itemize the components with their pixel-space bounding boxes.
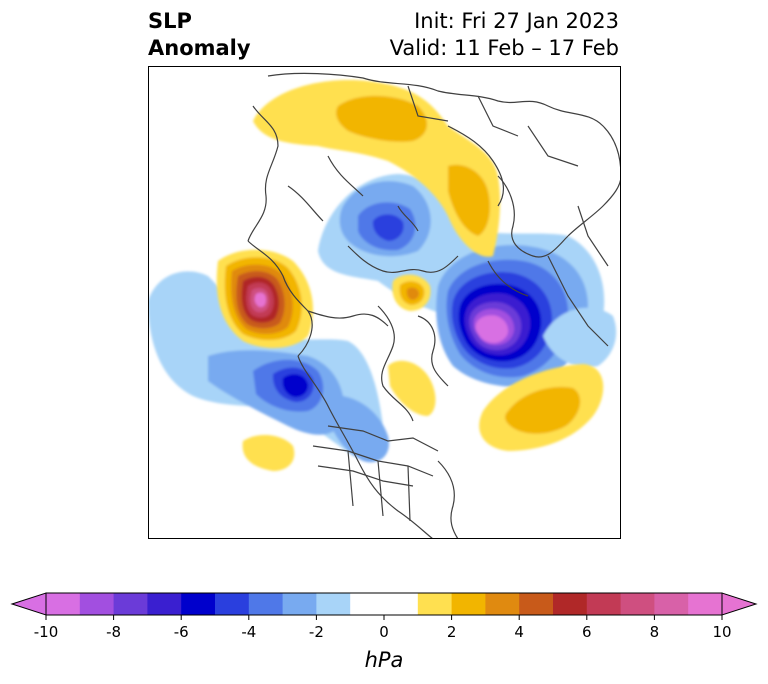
colorbar-tick-label: 4: [514, 623, 524, 641]
map-title: SLP Anomaly: [148, 8, 251, 62]
colorbar-swatch: [654, 593, 689, 615]
colorbar-tick-label: -4: [241, 623, 256, 641]
slp-anomaly-map: [148, 66, 621, 539]
coastlines-layer: [247, 72, 621, 539]
colorbar-tick-label: 2: [447, 623, 457, 641]
colorbar-swatch: [384, 593, 419, 615]
colorbar-swatch: [519, 593, 554, 615]
colorbar-tick-label: -2: [309, 623, 324, 641]
colorbar-swatch: [113, 593, 148, 615]
negative-anomaly-field: [148, 174, 617, 463]
map-frame: [148, 66, 621, 539]
colorbar-swatch: [586, 593, 621, 615]
init-date: Init: Fri 27 Jan 2023: [414, 9, 619, 33]
colorbar-swatch: [688, 593, 723, 615]
title-line-2: Anomaly: [148, 36, 251, 60]
forecast-dates: Init: Fri 27 Jan 2023 Valid: 11 Feb – 17…: [390, 8, 619, 62]
colorbar-unit-label: hPa: [365, 648, 404, 672]
valid-range: Valid: 11 Feb – 17 Feb: [389, 36, 619, 60]
colorbar-swatch: [417, 593, 452, 615]
colorbar-extend-low: [10, 592, 47, 616]
colorbar-swatch: [316, 593, 351, 615]
anomaly-fill-layer: [148, 66, 621, 539]
colorbar-swatches: [10, 592, 758, 616]
colorbar-swatch: [451, 593, 486, 615]
colorbar-tick-label: 6: [582, 623, 592, 641]
colorbar-swatch: [147, 593, 182, 615]
positive-anomaly-field: [216, 80, 604, 471]
colorbar-swatch: [215, 593, 250, 615]
colorbar-tick-label: 0: [379, 623, 389, 641]
colorbar-swatch: [79, 593, 114, 615]
colorbar: -10 -8 -6 -4 -2 0 2 4 6 8 10 hPa: [10, 592, 758, 672]
colorbar-swatch: [46, 593, 81, 615]
colorbar-swatch: [620, 593, 655, 615]
colorbar-swatch: [248, 593, 283, 615]
colorbar-swatch: [181, 593, 216, 615]
colorbar-extend-high: [721, 592, 758, 616]
colorbar-swatch: [553, 593, 588, 615]
colorbar-tick-label: 8: [650, 623, 660, 641]
colorbar-tick-label: 10: [712, 623, 731, 641]
colorbar-swatch: [282, 593, 317, 615]
colorbar-tick-label: -6: [174, 623, 189, 641]
colorbar-swatch: [485, 593, 520, 615]
colorbar-tick-label: -10: [34, 623, 59, 641]
colorbar-tick-label: -8: [106, 623, 121, 641]
title-line-1: SLP: [148, 9, 192, 33]
colorbar-ticks: -10 -8 -6 -4 -2 0 2 4 6 8 10: [34, 615, 732, 641]
colorbar-swatch: [350, 593, 385, 615]
